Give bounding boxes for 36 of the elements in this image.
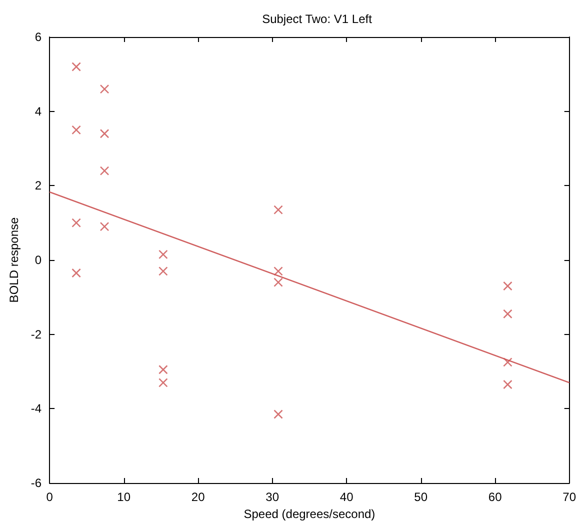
y-tick-label: 6 [34, 30, 42, 44]
y-tick-label: 2 [34, 178, 42, 193]
y-axis-title: BOLD response [7, 216, 21, 303]
x-tick-label: 30 [266, 490, 280, 504]
point [72, 268, 81, 278]
point [100, 166, 110, 176]
x-tick-label: 50 [414, 490, 428, 504]
point [100, 222, 110, 232]
point [503, 309, 512, 319]
chart-title: Subject Two: V1 Left [262, 12, 373, 26]
y-tick-label: -6 [30, 476, 42, 490]
point [503, 281, 512, 291]
point [503, 358, 512, 367]
y-tick-label: -4 [30, 402, 42, 416]
x-tick-label: 70 [562, 490, 576, 504]
point [158, 250, 168, 260]
x-axis-title: Speed (degrees/second) [244, 506, 376, 521]
point [274, 410, 283, 419]
point [100, 84, 110, 94]
x-tick-label: 60 [488, 490, 502, 504]
point [158, 378, 168, 388]
point [72, 125, 81, 135]
y-tick-label: -2 [30, 327, 42, 342]
point [100, 128, 110, 138]
point [72, 62, 81, 72]
point [158, 266, 168, 276]
x-tick-label: 20 [191, 490, 206, 504]
x-tick-label: 40 [340, 490, 354, 504]
point [72, 218, 81, 228]
y-tick-label: 0 [34, 253, 42, 267]
point [158, 364, 168, 374]
x-tick-label: 0 [46, 490, 54, 504]
point [503, 380, 512, 390]
y-tick-label: 4 [34, 104, 42, 118]
x-tick-label: 10 [117, 490, 131, 504]
point [274, 205, 283, 214]
